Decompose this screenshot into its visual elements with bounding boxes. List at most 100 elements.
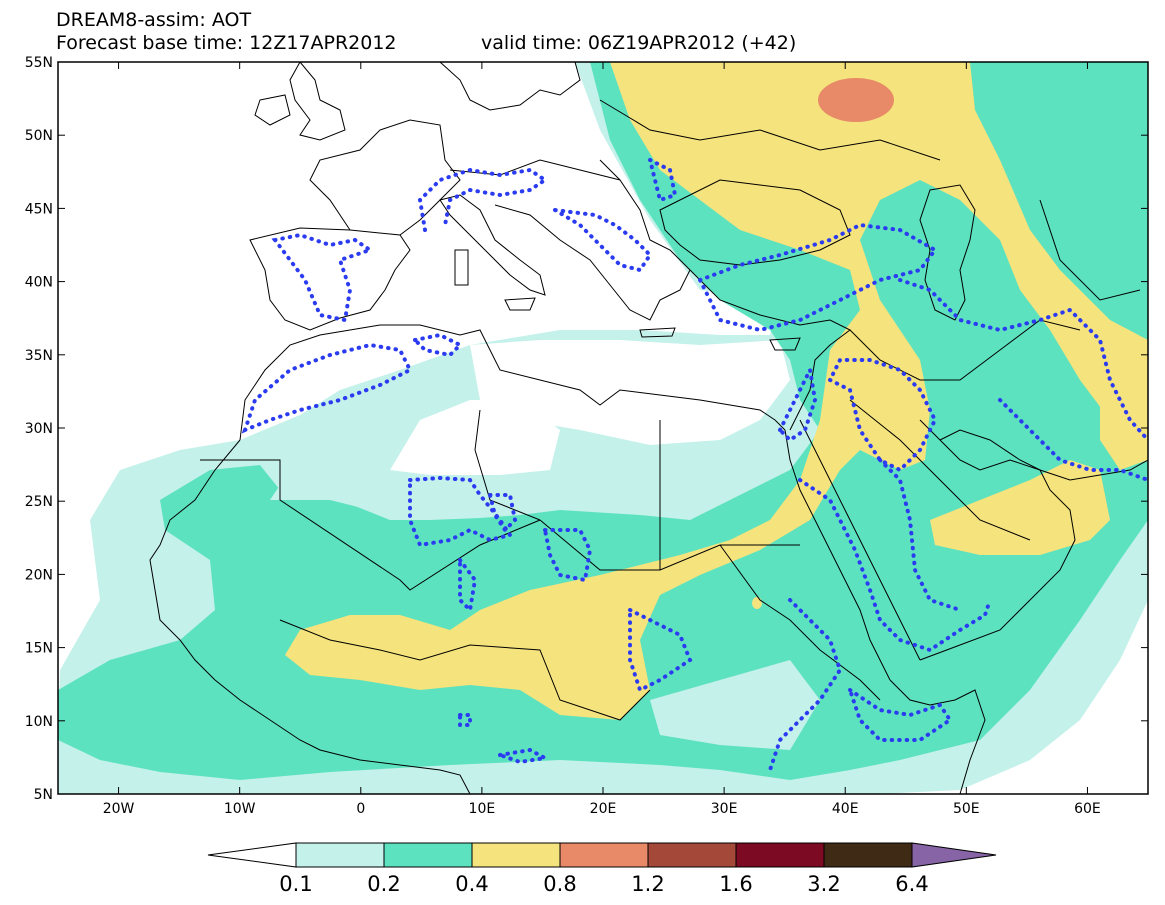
coast-baltic — [439, 62, 581, 111]
aot-band-03 — [285, 62, 1148, 720]
border-sahara-1 — [200, 459, 541, 591]
lat-label: 50N — [25, 128, 53, 144]
lon-label: 20W — [103, 801, 135, 817]
border-sahara-3 — [474, 409, 541, 521]
lat-label: 5N — [34, 787, 53, 803]
lat-label: 10N — [25, 714, 53, 730]
contour-small — [458, 713, 472, 727]
coast-sardinia — [454, 249, 469, 286]
lon-axis: 20W 10W 0 10E 20E 30E 40E 50E 60E — [103, 62, 1101, 817]
dust-contours — [241, 156, 1148, 772]
contour-niger — [458, 554, 478, 615]
lat-label: 40N — [25, 275, 53, 291]
coast-gulf — [939, 429, 1148, 481]
lat-label: 55N — [25, 55, 53, 71]
border-sahel — [279, 619, 651, 721]
aot-band-02 — [58, 62, 1148, 780]
base-time: Forecast base time: 12Z17APR2012 — [56, 32, 397, 54]
coast-black-sea — [659, 179, 851, 266]
colorbar-label: 1.6 — [719, 872, 752, 896]
colorbar-box — [559, 842, 649, 868]
aot-band-01-inner — [270, 470, 500, 517]
coast-horn — [889, 679, 986, 794]
coast-cyprus — [769, 337, 801, 351]
colorbar-box — [735, 842, 825, 868]
colorbar-box — [647, 842, 737, 868]
colorbar-label: 0.4 — [455, 872, 488, 896]
forecast-time-line: Forecast base time: 12Z17APR2012 valid ti… — [56, 32, 796, 54]
colorbar-box — [471, 842, 561, 868]
lon-label: 60E — [1074, 801, 1101, 817]
contour-somalia — [846, 685, 953, 742]
contour-ethiopia — [768, 598, 843, 772]
contour-alps — [417, 167, 549, 232]
border-asia — [1039, 199, 1141, 301]
colorbar-box — [823, 842, 913, 868]
colorbar-label: 0.8 — [543, 872, 576, 896]
contour-gulf — [998, 398, 1148, 482]
contour-anatolia — [697, 222, 938, 333]
aot-band-03-east — [930, 460, 1110, 555]
coast-crete — [639, 327, 676, 338]
coast-italy — [439, 194, 546, 296]
colorbar-box — [383, 842, 473, 868]
contour-chad — [542, 528, 593, 583]
contour-arabia — [798, 478, 992, 653]
lon-label: 40E — [832, 801, 859, 817]
contour-iberia — [271, 232, 375, 323]
coast-west-africa — [149, 439, 471, 794]
valid-time: valid time: 06Z19APR2012 (+42) — [481, 32, 797, 54]
colorbar-label: 1.2 — [631, 872, 664, 896]
coastlines — [149, 62, 1148, 794]
aot-clear-region — [470, 340, 790, 445]
colorbar-box — [295, 842, 385, 868]
lon-label: 0 — [356, 801, 365, 817]
lat-label: 15N — [25, 641, 53, 657]
lon-label: 10E — [469, 801, 496, 817]
contour-mesopotamia — [827, 358, 938, 473]
lat-axis: 55N 50N 45N 40N 35N 30N 25N 20N 15N 10N 5N — [25, 55, 1148, 803]
aot-band-01-south — [650, 660, 820, 750]
aot-band-04 — [818, 78, 894, 122]
contour-arabia-2 — [878, 458, 962, 612]
coast-iberia — [249, 227, 411, 331]
lat-label: 20N — [25, 567, 53, 583]
border-arabia — [849, 399, 1031, 541]
map-title: DREAM8-assim: AOT — [56, 9, 252, 31]
coast-red-sea-west — [784, 429, 891, 681]
lon-label: 50E — [953, 801, 980, 817]
coast-sicily — [504, 297, 536, 311]
border-europe-1 — [599, 99, 941, 161]
colorbar-label: 0.2 — [367, 872, 400, 896]
colorbar-label: 6.4 — [895, 872, 928, 896]
coast-france — [309, 119, 461, 236]
colorbar-label: 3.2 — [807, 872, 840, 896]
coast-north-africa — [239, 324, 786, 441]
coast-balkans — [494, 159, 691, 321]
coast-britain — [289, 62, 346, 141]
lat-label: 35N — [25, 348, 53, 364]
coast-red-sea-east — [799, 419, 921, 661]
aot-spot — [752, 597, 762, 609]
contour-tunisia — [410, 332, 464, 358]
colorbar-under-arrow — [207, 842, 297, 868]
lon-label: 20E — [590, 801, 617, 817]
contour-levant — [777, 363, 818, 443]
contour-balkans — [553, 208, 653, 273]
colorbar-over-arrow — [911, 842, 997, 868]
lat-label: 30N — [25, 421, 53, 437]
contour-sahara-2 — [487, 493, 518, 534]
aot-field — [58, 62, 1148, 794]
coast-arabia — [919, 419, 1076, 661]
lon-label: 30E — [711, 801, 738, 817]
lat-label: 45N — [25, 201, 53, 217]
contour-cameroon — [499, 747, 552, 765]
contour-iran — [898, 278, 1148, 442]
lat-label: 25N — [25, 494, 53, 510]
lon-label: 10W — [224, 801, 256, 817]
colorbar: 0.1 0.2 0.4 0.8 1.2 1.6 3.2 6.4 — [207, 842, 997, 896]
aot-clear-region-2 — [390, 400, 560, 475]
border-east-africa — [719, 544, 881, 701]
colorbar-label: 0.1 — [279, 872, 312, 896]
